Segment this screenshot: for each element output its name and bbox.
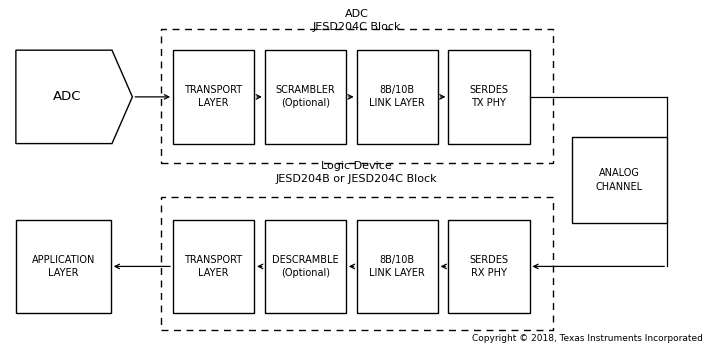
Bar (173, 50, 254, 144)
Bar (161, 197, 553, 330)
Text: Logic Device
JESD204B or JESD204C Block: Logic Device JESD204B or JESD204C Block (276, 161, 437, 184)
Bar (173, 220, 254, 313)
Bar (357, 50, 438, 144)
Text: ADC: ADC (53, 90, 81, 103)
Bar (357, 220, 438, 313)
Text: Copyright © 2018, Texas Instruments Incorporated: Copyright © 2018, Texas Instruments Inco… (472, 334, 702, 343)
Bar (572, 137, 667, 223)
Text: ADC
JESD204C Block: ADC JESD204C Block (312, 9, 401, 32)
Text: ANALOG
CHANNEL: ANALOG CHANNEL (596, 168, 643, 192)
Text: TRANSPORT
LAYER: TRANSPORT LAYER (184, 85, 243, 109)
Text: SERDES
RX PHY: SERDES RX PHY (469, 255, 508, 278)
Bar (265, 50, 346, 144)
Text: SCRAMBLER
(Optional): SCRAMBLER (Optional) (275, 85, 335, 109)
Text: TRANSPORT
LAYER: TRANSPORT LAYER (184, 255, 243, 278)
Bar (265, 220, 346, 313)
Text: SERDES
TX PHY: SERDES TX PHY (469, 85, 508, 109)
Text: DESCRAMBLE
(Optional): DESCRAMBLE (Optional) (272, 255, 339, 278)
Bar (16, 220, 111, 313)
Bar (448, 50, 530, 144)
Text: 8B/10B
LINK LAYER: 8B/10B LINK LAYER (369, 85, 425, 109)
Text: 8B/10B
LINK LAYER: 8B/10B LINK LAYER (369, 255, 425, 278)
Bar (161, 29, 553, 163)
Bar (448, 220, 530, 313)
Text: APPLICATION
LAYER: APPLICATION LAYER (32, 255, 95, 278)
Polygon shape (16, 50, 133, 144)
